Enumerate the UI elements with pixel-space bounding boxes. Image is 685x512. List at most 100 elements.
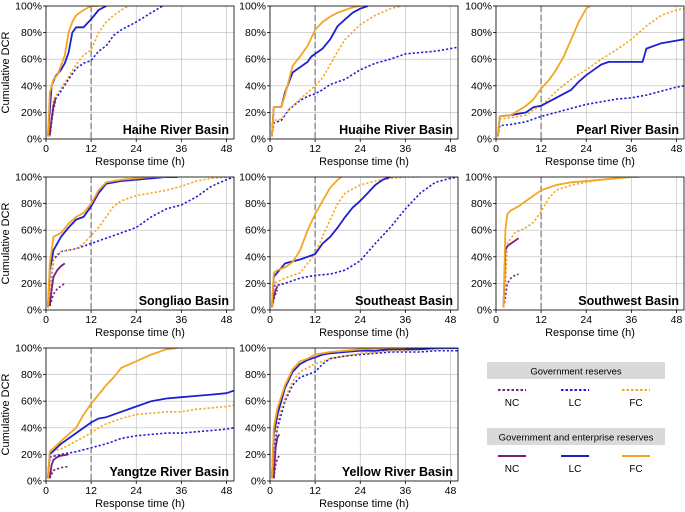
y-tick-label: 80%: [245, 198, 266, 210]
series-lc-gov-enterprise: [47, 389, 234, 479]
x-tick-label: 24: [130, 485, 142, 497]
x-axis-label: Response time (h): [545, 327, 635, 339]
legend-label-fc: FC: [629, 398, 642, 409]
series-lc-government: [49, 6, 164, 137]
x-tick-label: 0: [493, 314, 499, 326]
y-tick-label: 0%: [477, 305, 492, 317]
x-tick-label: 0: [493, 143, 499, 155]
series-lc-government: [271, 349, 458, 479]
y-tick-label: 60%: [21, 54, 42, 66]
x-axis-label: Response time (h): [319, 498, 409, 510]
x-tick-label: 24: [354, 314, 366, 326]
series-fc-gov-enterprise: [271, 6, 361, 137]
series-lc-government: [271, 177, 458, 308]
x-tick-label: 24: [130, 143, 142, 155]
x-tick-label: 12: [309, 143, 321, 155]
x-tick-label: 36: [176, 314, 188, 326]
basin-title: Yangtze River Basin: [110, 465, 230, 479]
y-tick-label: 40%: [245, 80, 266, 92]
x-tick-label: 48: [221, 143, 233, 155]
series-fc-government: [271, 177, 421, 308]
series-fc-gov-enterprise: [47, 177, 167, 308]
basin-title: Huaihe River Basin: [339, 123, 453, 137]
y-axis-label: Cumulative DCR: [0, 31, 12, 113]
y-tick-label: 60%: [245, 225, 266, 237]
x-axis-label: Response time (h): [545, 156, 635, 168]
y-axis-label: Cumulative DCR: [0, 373, 12, 455]
x-tick-label: 0: [43, 314, 49, 326]
x-tick-label: 36: [626, 143, 638, 155]
x-tick-label: 48: [221, 485, 233, 497]
series-lc-government: [271, 46, 458, 137]
series-nc-gov-enterprise: [48, 453, 69, 479]
y-tick-label: 20%: [471, 278, 492, 290]
x-tick-label: 48: [671, 143, 683, 155]
x-tick-label: 12: [535, 314, 547, 326]
series-lc-gov-enterprise: [47, 177, 178, 308]
y-tick-label: 20%: [21, 278, 42, 290]
x-tick-label: 36: [400, 485, 412, 497]
series-fc-government: [47, 404, 234, 479]
y-tick-label: 100%: [15, 172, 42, 184]
y-tick-label: 40%: [21, 251, 42, 263]
y-tick-label: 40%: [245, 422, 266, 434]
x-axis-label: Response time (h): [319, 327, 409, 339]
y-tick-label: 40%: [471, 251, 492, 263]
y-tick-label: 0%: [27, 305, 42, 317]
y-tick-label: 100%: [15, 343, 42, 355]
x-tick-label: 12: [535, 143, 547, 155]
subplot-3: 0% 20% 40% 60% 80% 100% 0 12 24 36 48 Response time…: [0, 172, 235, 339]
plot-frame: [495, 176, 685, 311]
series-lc-gov-enterprise: [497, 38, 684, 137]
plot-area: [496, 177, 684, 310]
x-tick-label: 48: [445, 485, 457, 497]
y-tick-label: 40%: [21, 422, 42, 434]
x-tick-label: 0: [43, 143, 49, 155]
plot-frame: [45, 347, 235, 482]
series-nc-gov-enterprise: [48, 98, 57, 136]
basin-title: Yellow River Basin: [342, 465, 453, 479]
x-tick-label: 12: [309, 314, 321, 326]
x-axis-label: Response time (h): [95, 327, 185, 339]
subplot-2: 0% 20% 40% 60% 80% 100% 0 12 24 36 48 Response time…: [465, 1, 685, 168]
series-fc-gov-enterprise: [271, 177, 342, 308]
x-tick-label: 36: [400, 314, 412, 326]
y-tick-label: 80%: [471, 198, 492, 210]
legend-title-box: [487, 362, 665, 379]
y-tick-label: 60%: [21, 225, 42, 237]
y-tick-label: 20%: [245, 278, 266, 290]
y-tick-label: 20%: [471, 107, 492, 119]
y-tick-label: 20%: [245, 449, 266, 461]
x-tick-label: 36: [176, 485, 188, 497]
x-tick-label: 12: [85, 485, 97, 497]
y-axis-label: Cumulative DCR: [0, 202, 12, 284]
plot-area: [46, 348, 234, 481]
series-fc-gov-enterprise: [271, 348, 406, 479]
y-tick-label: 0%: [477, 134, 492, 146]
series-fc-gov-enterprise: [497, 6, 591, 137]
y-tick-label: 20%: [21, 107, 42, 119]
x-tick-label: 0: [267, 485, 273, 497]
subplot-7: 0% 20% 40% 60% 80% 100% 0 12 24 36 48 Response time…: [239, 343, 459, 510]
y-tick-label: 60%: [471, 54, 492, 66]
series-fc-gov-enterprise: [47, 6, 99, 137]
y-tick-label: 40%: [245, 251, 266, 263]
plot-area: [46, 6, 234, 139]
x-tick-label: 36: [176, 143, 188, 155]
legend-label-lc: LC: [569, 464, 582, 475]
y-tick-label: 60%: [21, 396, 42, 408]
plot-area: [270, 177, 458, 310]
y-tick-label: 0%: [251, 305, 266, 317]
y-tick-label: 40%: [471, 80, 492, 92]
y-tick-label: 0%: [251, 476, 266, 488]
basin-title: Southwest Basin: [578, 294, 679, 308]
y-tick-label: 20%: [21, 449, 42, 461]
y-tick-label: 0%: [27, 476, 42, 488]
plot-frame: [269, 347, 459, 482]
x-tick-label: 48: [445, 143, 457, 155]
basin-title: Pearl River Basin: [576, 123, 679, 137]
x-axis-label: Response time (h): [319, 156, 409, 168]
x-tick-label: 36: [400, 143, 412, 155]
basin-title: Songliao Basin: [139, 294, 229, 308]
